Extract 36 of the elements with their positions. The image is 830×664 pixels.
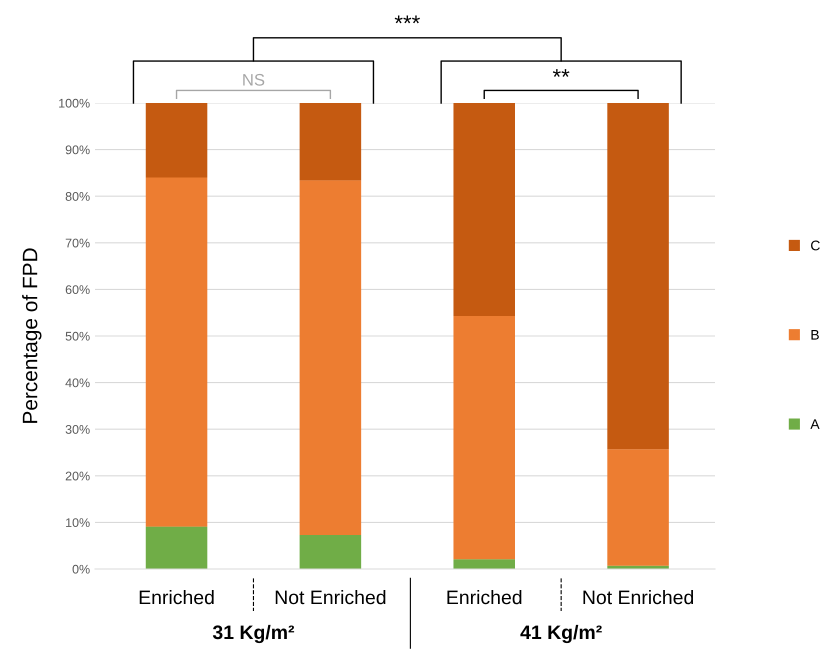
- bar: [300, 180, 362, 535]
- y-tick-label: 40%: [65, 378, 90, 388]
- y-tick-label: 50%: [66, 332, 90, 341]
- y-tick-label: 0%: [72, 564, 90, 574]
- bar: [453, 316, 515, 560]
- text: **: [552, 69, 570, 77]
- bar: [146, 178, 208, 527]
- y-tick-label: 20%: [66, 472, 90, 480]
- bar: [300, 534, 362, 569]
- x-tick-label: Enriched: [140, 590, 214, 604]
- text: 41 Kg/m²: [520, 624, 602, 644]
- bar: [300, 103, 362, 180]
- bar: [146, 103, 208, 178]
- x-tick-label: Not Enriched: [276, 590, 386, 604]
- y-tick-label: 70%: [66, 238, 90, 248]
- y-tick-label: 80%: [66, 192, 90, 201]
- bar: [453, 103, 515, 316]
- bar: [146, 526, 208, 569]
- y-tick-label: 90%: [66, 145, 90, 154]
- legend-label: C: [811, 240, 820, 250]
- x-tick-label: Not Enriched: [583, 590, 694, 604]
- legend-label: B: [811, 330, 819, 340]
- text: NS: [243, 74, 264, 86]
- bar: [607, 566, 669, 569]
- text: ***: [394, 16, 420, 24]
- y-tick-label: 10%: [66, 518, 90, 528]
- x-tick-label: Enriched: [447, 590, 522, 604]
- bar: [453, 559, 515, 569]
- y-axis-title: Percentage of FPD: [22, 248, 42, 423]
- legend-label: A: [810, 419, 820, 429]
- y-tick-label: 60%: [66, 285, 90, 294]
- y-tick-label: 30%: [66, 425, 90, 434]
- text: 31 Kg/m²: [212, 624, 294, 644]
- bar: [607, 103, 669, 450]
- y-tick-label: 100%: [59, 98, 90, 108]
- bar: [607, 449, 669, 566]
